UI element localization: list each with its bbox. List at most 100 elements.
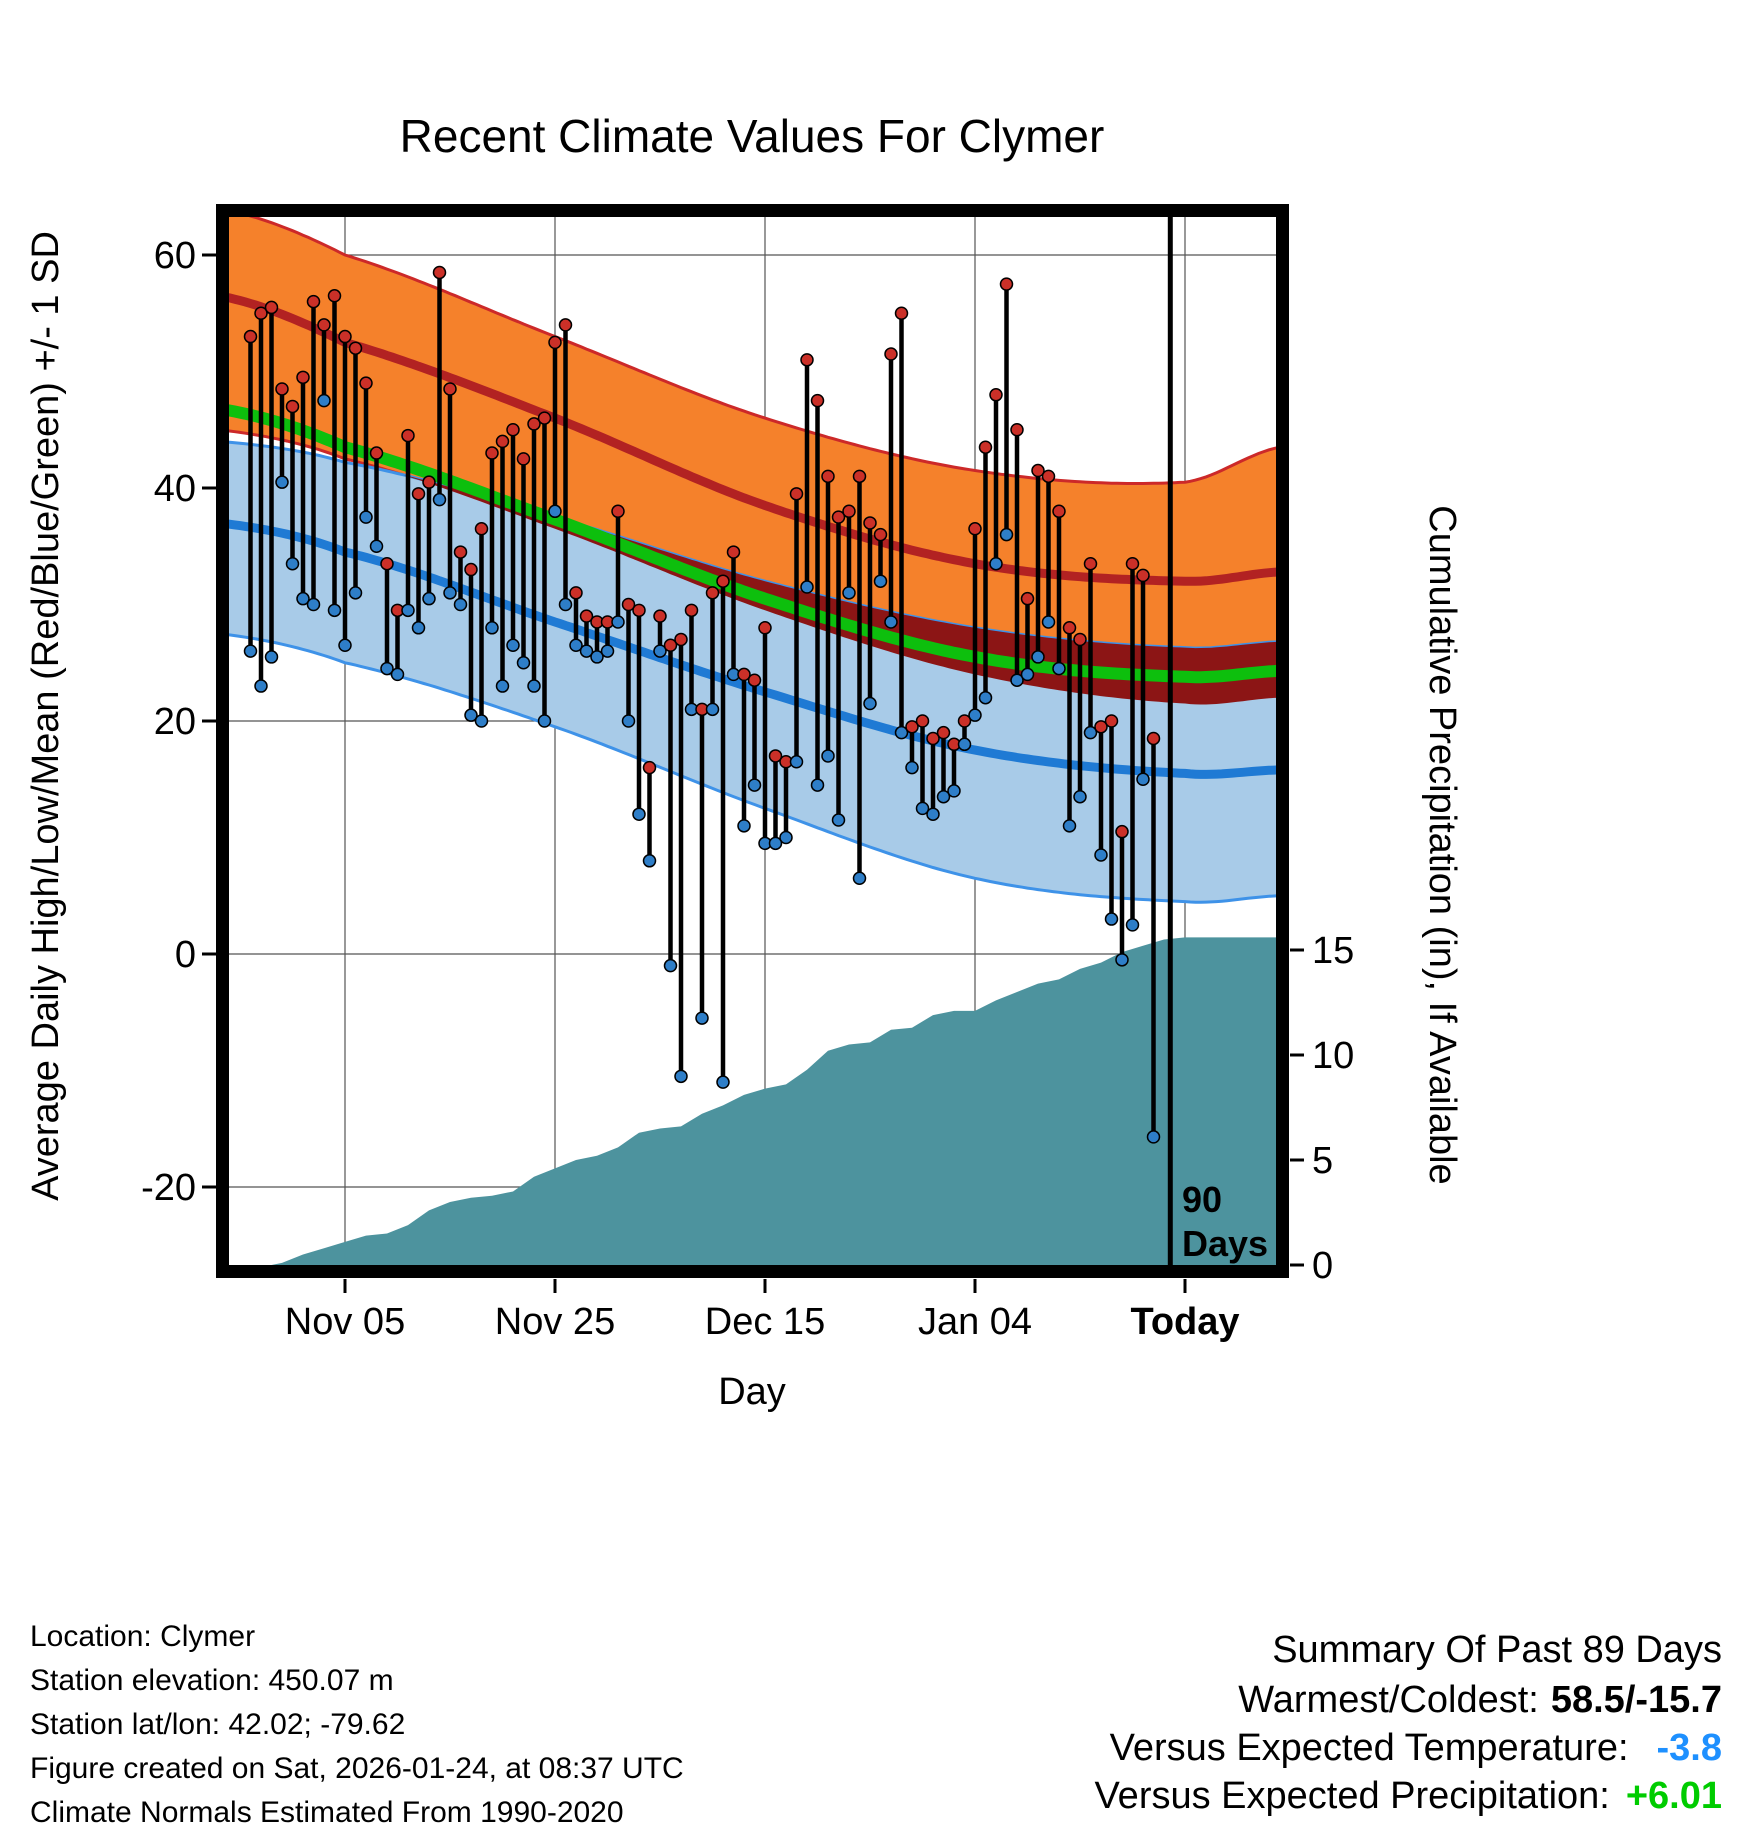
daily-low-dot bbox=[716, 1075, 730, 1089]
daily-high-dot bbox=[1073, 632, 1087, 647]
daily-high-dot bbox=[296, 370, 310, 385]
daily-high-dot bbox=[1041, 469, 1056, 484]
ninety-days-label-line1: 90 bbox=[1182, 1179, 1222, 1220]
daily-high-dot bbox=[789, 487, 804, 501]
daily-high-dot bbox=[1010, 423, 1024, 437]
daily-low-dot bbox=[548, 504, 562, 519]
daily-low-dot bbox=[285, 556, 300, 571]
daily-high-dot bbox=[422, 475, 436, 489]
summary-vs-temp-label: Versus Expected Temperature: bbox=[1110, 1727, 1629, 1769]
left-tick-label: 0 bbox=[175, 934, 196, 976]
daily-low-dot bbox=[831, 813, 846, 827]
daily-low-dot bbox=[768, 836, 783, 851]
daily-high-dot bbox=[1052, 504, 1066, 519]
daily-low-dot bbox=[779, 830, 793, 845]
daily-low-dot bbox=[632, 807, 646, 821]
cumulative-precip-area bbox=[271, 937, 1276, 1265]
daily-low-dot bbox=[737, 819, 751, 833]
summary-warmest-coldest-value: 58.5/-15.7 bbox=[1551, 1679, 1722, 1721]
daily-low-dot bbox=[1136, 772, 1150, 786]
daily-high-dot bbox=[1062, 621, 1077, 635]
daily-low-dot bbox=[453, 597, 468, 612]
daily-low-dot bbox=[968, 708, 982, 722]
daily-low-dot bbox=[264, 650, 279, 664]
daily-high-dot bbox=[611, 504, 625, 519]
daily-high-dot bbox=[716, 574, 730, 588]
daily-high-dot bbox=[653, 609, 667, 623]
daily-low-dot bbox=[590, 650, 604, 664]
daily-low-dot bbox=[338, 638, 352, 653]
daily-low-dot bbox=[705, 702, 720, 717]
daily-high-dot bbox=[831, 510, 846, 524]
daily-low-dot bbox=[1115, 953, 1129, 967]
summary-warmest-coldest-label: Warmest/Coldest: bbox=[1238, 1679, 1539, 1721]
daily-high-dot bbox=[285, 399, 300, 414]
daily-high-dot bbox=[968, 522, 982, 536]
daily-high-dot bbox=[632, 603, 646, 618]
daily-low-dot bbox=[516, 656, 531, 670]
daily-high-dot bbox=[506, 423, 520, 437]
daily-low-dot bbox=[611, 615, 625, 629]
daily-low-dot bbox=[348, 586, 363, 600]
daily-high-dot bbox=[443, 382, 457, 396]
daily-low-dot bbox=[695, 1011, 709, 1025]
daily-low-dot bbox=[1073, 789, 1087, 804]
daily-high-dot bbox=[569, 586, 583, 600]
daily-low-dot bbox=[506, 638, 520, 653]
daily-low-dot bbox=[642, 854, 657, 868]
daily-high-dot bbox=[516, 452, 531, 466]
daily-high-dot bbox=[558, 318, 573, 332]
daily-low-dot bbox=[947, 784, 961, 798]
daily-low-dot bbox=[1031, 650, 1045, 664]
daily-low-dot bbox=[894, 725, 909, 740]
daily-low-dot bbox=[254, 679, 268, 693]
daily-low-dot bbox=[600, 644, 615, 658]
daily-low-dot bbox=[380, 661, 394, 676]
daily-high-dot bbox=[747, 673, 762, 687]
daily-low-dot bbox=[569, 638, 583, 653]
daily-high-dot bbox=[621, 597, 636, 612]
daily-high-dot bbox=[243, 329, 258, 344]
ninety-days-label-line2: Days bbox=[1182, 1223, 1268, 1264]
daily-low-dot bbox=[317, 393, 331, 408]
daily-high-dot bbox=[432, 265, 447, 280]
daily-low-dot bbox=[789, 755, 804, 769]
daily-low-dot bbox=[306, 597, 321, 612]
daily-high-dot bbox=[999, 277, 1014, 291]
daily-low-dot bbox=[390, 667, 405, 682]
daily-low-dot bbox=[464, 708, 478, 722]
daily-low-dot bbox=[1041, 615, 1056, 629]
daily-low-dot bbox=[527, 679, 541, 693]
left-tick-label: 60 bbox=[154, 235, 196, 277]
daily-high-dot bbox=[1125, 556, 1140, 571]
daily-high-dot bbox=[327, 289, 342, 303]
daily-low-dot bbox=[989, 556, 1003, 571]
daily-high-dot bbox=[705, 586, 720, 600]
daily-high-dot bbox=[926, 731, 940, 746]
daily-low-dot bbox=[1146, 1130, 1161, 1144]
summary-vs-precip: Versus Expected Precipitation: +6.01 bbox=[1094, 1775, 1722, 1817]
daily-high-dot bbox=[306, 294, 321, 309]
daily-high-dot bbox=[894, 306, 909, 320]
daily-high-dot bbox=[863, 516, 877, 530]
daily-high-dot bbox=[411, 487, 426, 501]
daily-low-dot bbox=[1020, 667, 1035, 682]
daily-low-dot bbox=[401, 603, 415, 618]
daily-high-dot bbox=[884, 347, 898, 361]
daily-low-dot bbox=[842, 586, 856, 600]
daily-low-dot bbox=[821, 749, 835, 763]
mean-high-line bbox=[229, 293, 1276, 586]
daily-high-dot bbox=[852, 469, 867, 484]
daily-high-dot bbox=[527, 417, 541, 431]
daily-low-dot bbox=[422, 591, 436, 606]
daily-low-dot bbox=[800, 580, 814, 594]
daily-low-dot bbox=[1094, 848, 1108, 862]
right-tick-label: 5 bbox=[1312, 1140, 1333, 1182]
daily-high-dot bbox=[369, 446, 384, 460]
daily-low-dot bbox=[905, 760, 919, 775]
summary-vs-temp: Versus Expected Temperature: -3.8 bbox=[1110, 1727, 1722, 1769]
daily-low-dot bbox=[537, 714, 552, 728]
bottom-tick-label: Dec 15 bbox=[705, 1301, 825, 1343]
right-axis-title: Cumulative Precipitation (in), If Availa… bbox=[1421, 505, 1463, 1184]
